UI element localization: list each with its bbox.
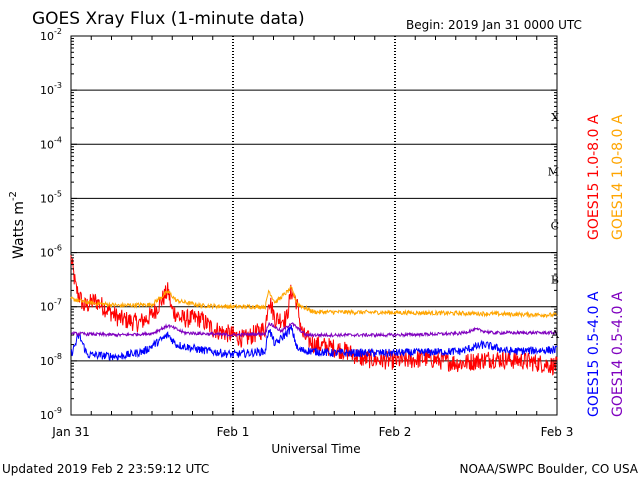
flare-class-label: X: [551, 111, 559, 124]
series-line: [70, 254, 558, 376]
series-group: [70, 254, 558, 376]
chart-title: GOES Xray Flux (1-minute data): [32, 9, 305, 29]
y-axis-label: Watts m-2: [8, 191, 27, 259]
y-tick-label: 10-9: [40, 406, 62, 422]
flare-class-labels: X M C B A: [548, 111, 560, 341]
legend-entry: GOES14 0.5-4.0 A: [610, 291, 626, 417]
series-line: [70, 325, 558, 361]
x-tick-label: Jan 31: [51, 425, 90, 439]
flare-class-label: M: [548, 165, 559, 178]
y-tick-label: 10-4: [40, 135, 62, 151]
y-axis: 10-2 10-3 10-4 10-5 10-6 10-7 10-8 10-9: [40, 27, 557, 422]
series-line: [70, 322, 558, 339]
begin-date: Begin: 2019 Jan 31 0000 UTC: [406, 18, 582, 32]
y-tick-label: 10-5: [40, 189, 62, 205]
legend-entry: GOES15 0.5-4.0 A: [586, 291, 602, 417]
legend-entry: GOES15 1.0-8.0 A: [586, 114, 602, 240]
flare-class-label: B: [551, 274, 559, 287]
flare-class-label: A: [550, 328, 560, 341]
y-tick-label: 10-8: [40, 352, 62, 368]
x-tick-label: Feb 1: [217, 425, 250, 439]
credit: NOAA/SWPC Boulder, CO USA: [460, 462, 639, 476]
x-axis: Jan 31 Feb 1 Feb 2 Feb 3: [51, 36, 573, 439]
y-tick-label: 10-2: [40, 27, 62, 43]
x-tick-label: Feb 3: [541, 425, 574, 439]
x-axis-label: Universal Time: [271, 442, 360, 456]
legend: GOES15 1.0-8.0 A GOES14 1.0-8.0 A GOES15 0…: [586, 114, 626, 417]
y-tick-label: 10-7: [40, 298, 62, 314]
y-tick-label: 10-6: [40, 244, 62, 260]
x-tick-label: Feb 2: [379, 425, 412, 439]
series-line: [70, 285, 558, 319]
flare-class-label: C: [551, 220, 559, 233]
legend-entry: GOES14 1.0-8.0 A: [610, 114, 626, 240]
y-tick-label: 10-3: [40, 81, 62, 97]
updated-timestamp: Updated 2019 Feb 2 23:59:12 UTC: [2, 462, 209, 476]
